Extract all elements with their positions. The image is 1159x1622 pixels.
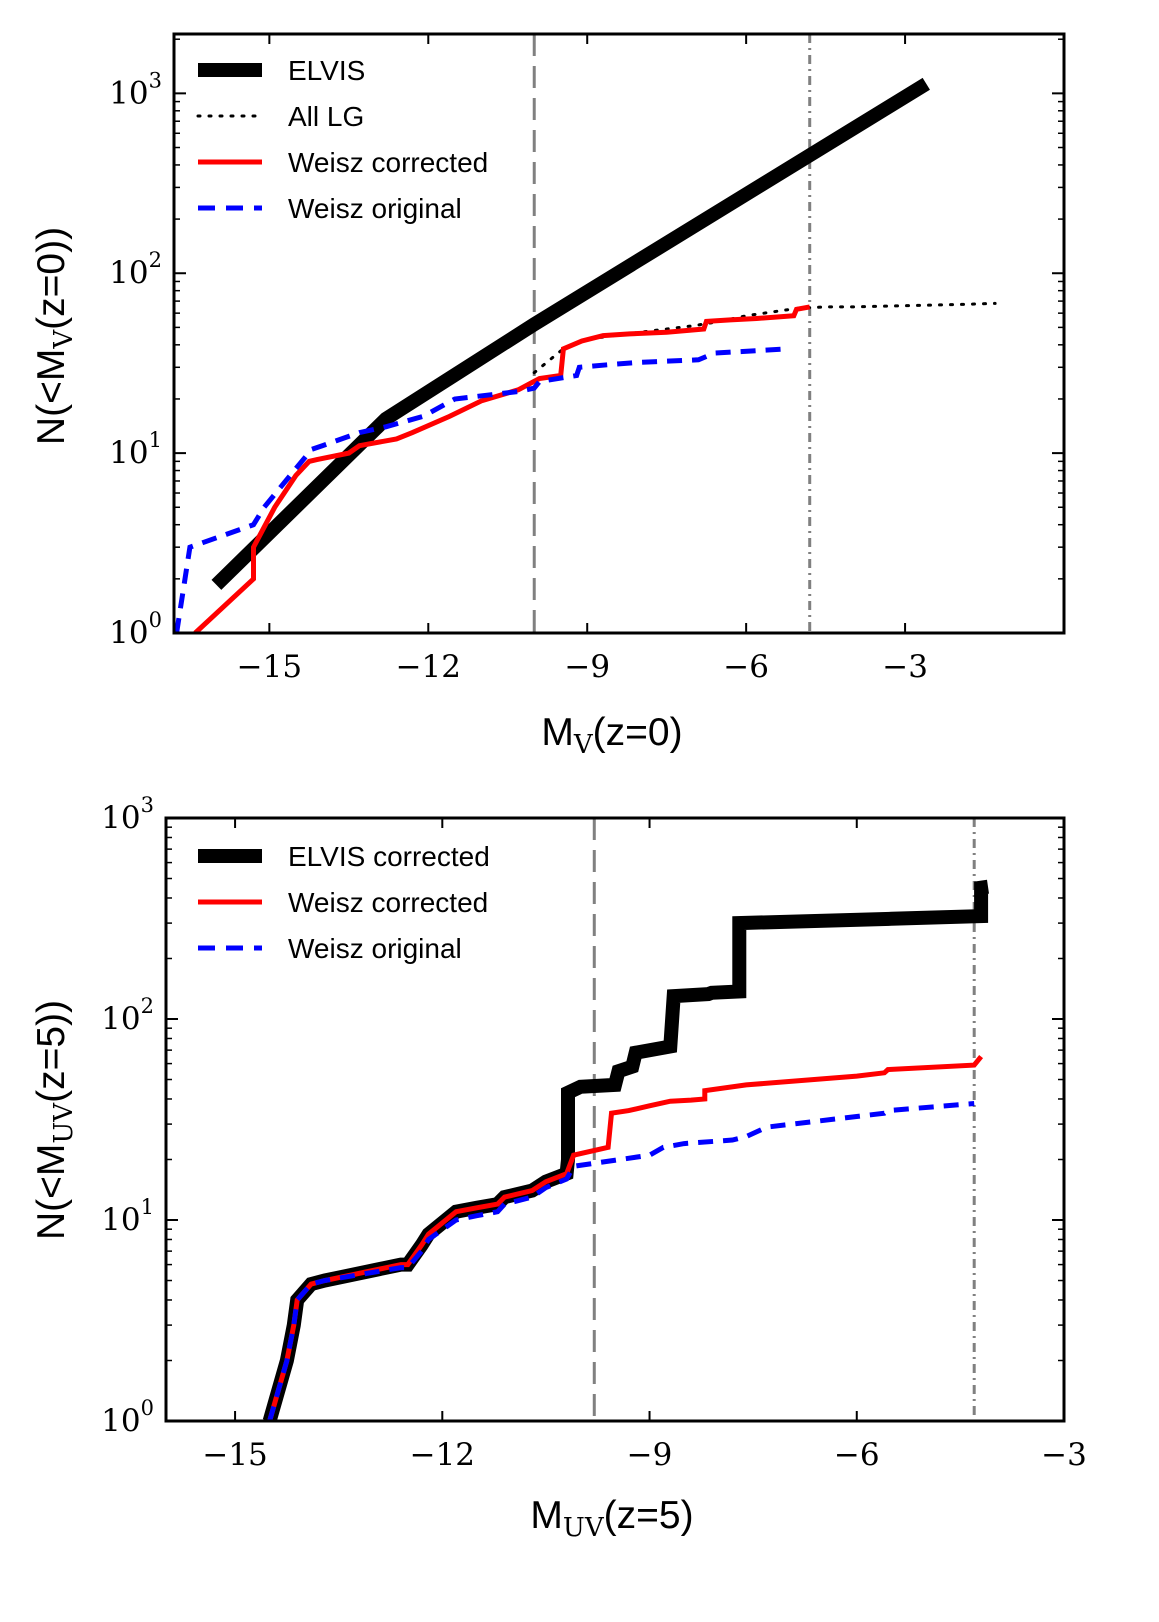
y-tick-label: 102 xyxy=(101,994,154,1037)
x-tick-label: −6 xyxy=(723,649,769,685)
x-tick-label: −6 xyxy=(834,1437,880,1473)
y-axis-title: N(<MUV(z=5)) xyxy=(30,1000,79,1240)
top-panel: −15 −12 −9 −6 −3 100 101 102 103 MV(z=0) N(<MV(z=0… xyxy=(30,32,1066,760)
y-tick-label: 100 xyxy=(101,1396,154,1439)
plot-area xyxy=(174,77,997,633)
y-tick-label: 103 xyxy=(109,68,162,111)
y-axis-title: N(<MV(z=0)) xyxy=(30,227,79,445)
legend-label: Weisz original xyxy=(288,933,462,964)
series-elvis xyxy=(211,77,930,590)
bottom-panel: −15 −12 −9 −6 −3 100 101 102 103 MUV(z=5) N(<MUV(z… xyxy=(30,793,1087,1543)
x-tick-label: −12 xyxy=(410,1437,475,1473)
plot-area xyxy=(262,879,990,1421)
series-weisz-original xyxy=(267,1101,975,1421)
x-axis-title: MUV(z=5) xyxy=(530,1494,693,1543)
legend: ELVIS corrected Weisz corrected Weisz orig… xyxy=(198,841,490,964)
y-tick-label: 100 xyxy=(109,608,162,651)
x-axis-title: MV(z=0) xyxy=(541,711,682,760)
y-tick-label: 101 xyxy=(101,1195,154,1238)
x-tick-label: −12 xyxy=(396,649,461,685)
y-tick-label: 101 xyxy=(109,428,162,471)
axes-frame xyxy=(172,32,1066,635)
axes-frame xyxy=(164,816,1066,1423)
x-tick-label: −3 xyxy=(1041,1437,1087,1473)
series-weisz-corrected xyxy=(267,1055,984,1421)
legend-label: ELVIS corrected xyxy=(288,841,490,872)
legend-label: Weisz corrected xyxy=(288,147,488,178)
legend-label: All LG xyxy=(288,101,364,132)
y-tick-label: 102 xyxy=(109,248,162,291)
legend-label: ELVIS xyxy=(288,55,365,86)
x-tick-label: −3 xyxy=(882,649,928,685)
x-tick-label: −15 xyxy=(237,649,302,685)
legend-label: Weisz corrected xyxy=(288,887,488,918)
legend-label: Weisz original xyxy=(288,193,462,224)
x-tick-label: −9 xyxy=(627,1437,673,1473)
x-tick-label: −15 xyxy=(202,1437,267,1473)
series-weisz-corrected xyxy=(193,304,811,633)
series-weisz-original xyxy=(174,346,789,633)
x-tick-label: −9 xyxy=(564,649,610,685)
legend: ELVIS All LG Weisz corrected Weisz original xyxy=(196,55,488,224)
y-tick-label: 103 xyxy=(101,793,154,836)
